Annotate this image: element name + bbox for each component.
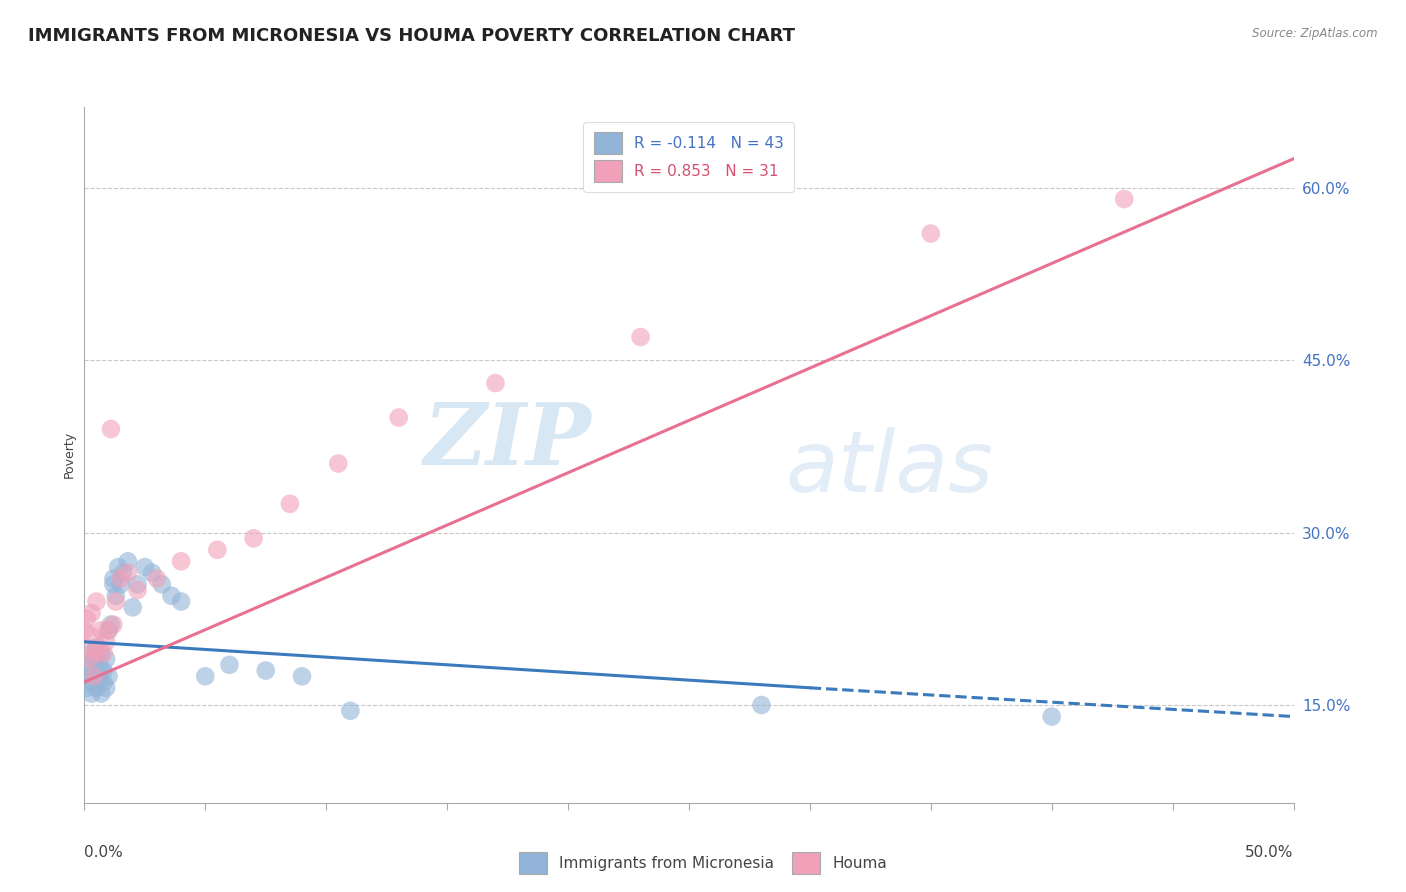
Point	[121, 600, 143, 615]
Point	[97, 669, 120, 683]
Point	[97, 624, 120, 638]
Point	[242, 531, 264, 545]
Point	[80, 629, 103, 643]
Point	[86, 681, 108, 695]
Point	[127, 582, 149, 597]
Point	[328, 457, 350, 471]
Text: ZIP: ZIP	[425, 400, 592, 483]
Point	[86, 640, 108, 655]
Point	[630, 330, 652, 344]
Point	[170, 554, 193, 568]
Point	[110, 572, 132, 586]
Point	[90, 624, 112, 638]
Point	[80, 646, 103, 660]
Point	[73, 624, 96, 638]
Point	[80, 687, 103, 701]
Point	[127, 577, 149, 591]
Text: IMMIGRANTS FROM MICRONESIA VS HOUMA POVERTY CORRELATION CHART: IMMIGRANTS FROM MICRONESIA VS HOUMA POVE…	[28, 27, 796, 45]
Point	[77, 657, 100, 672]
Point	[1114, 192, 1136, 206]
Text: 50.0%: 50.0%	[1246, 845, 1294, 860]
Point	[76, 664, 98, 678]
Point	[103, 572, 125, 586]
Point	[87, 669, 110, 683]
Point	[94, 652, 117, 666]
Point	[103, 577, 125, 591]
Point	[87, 657, 110, 672]
Point	[104, 589, 127, 603]
Point	[86, 646, 108, 660]
Point	[134, 560, 156, 574]
Point	[117, 554, 139, 568]
Point	[83, 669, 105, 683]
Point	[94, 681, 117, 695]
Point	[920, 227, 942, 241]
Point	[87, 640, 110, 655]
Text: atlas: atlas	[786, 427, 994, 510]
Point	[90, 687, 112, 701]
Point	[86, 594, 108, 608]
Point	[170, 594, 193, 608]
Point	[107, 560, 129, 574]
Point	[83, 669, 105, 683]
Point	[97, 624, 120, 638]
Point	[93, 646, 115, 660]
Point	[100, 422, 122, 436]
Text: Source: ZipAtlas.com: Source: ZipAtlas.com	[1253, 27, 1378, 40]
Point	[76, 640, 98, 655]
Point	[751, 698, 773, 712]
Point	[484, 376, 506, 390]
Point	[83, 652, 105, 666]
Text: 0.0%: 0.0%	[84, 845, 124, 860]
Y-axis label: Poverty: Poverty	[63, 432, 76, 478]
Point	[94, 635, 117, 649]
Point	[388, 410, 411, 425]
Legend: Immigrants from Micronesia, Houma: Immigrants from Micronesia, Houma	[513, 846, 893, 880]
Point	[80, 606, 103, 620]
Point	[77, 675, 100, 690]
Point	[103, 617, 125, 632]
Point	[207, 542, 229, 557]
Point	[76, 681, 98, 695]
Point	[146, 572, 169, 586]
Point	[112, 566, 135, 580]
Point	[93, 664, 115, 678]
Point	[291, 669, 314, 683]
Point	[117, 566, 139, 580]
Point	[104, 594, 127, 608]
Point	[150, 577, 173, 591]
Point	[100, 617, 122, 632]
Point	[218, 657, 240, 672]
Point	[110, 577, 132, 591]
Point	[141, 566, 163, 580]
Point	[278, 497, 301, 511]
Point	[77, 652, 100, 666]
Point	[73, 669, 96, 683]
Point	[76, 612, 98, 626]
Point	[93, 675, 115, 690]
Point	[254, 664, 277, 678]
Point	[90, 646, 112, 660]
Point	[339, 704, 361, 718]
Legend: R = -0.114   N = 43, R = 0.853   N = 31: R = -0.114 N = 43, R = 0.853 N = 31	[583, 121, 794, 193]
Point	[194, 669, 217, 683]
Point	[1040, 709, 1063, 723]
Point	[160, 589, 183, 603]
